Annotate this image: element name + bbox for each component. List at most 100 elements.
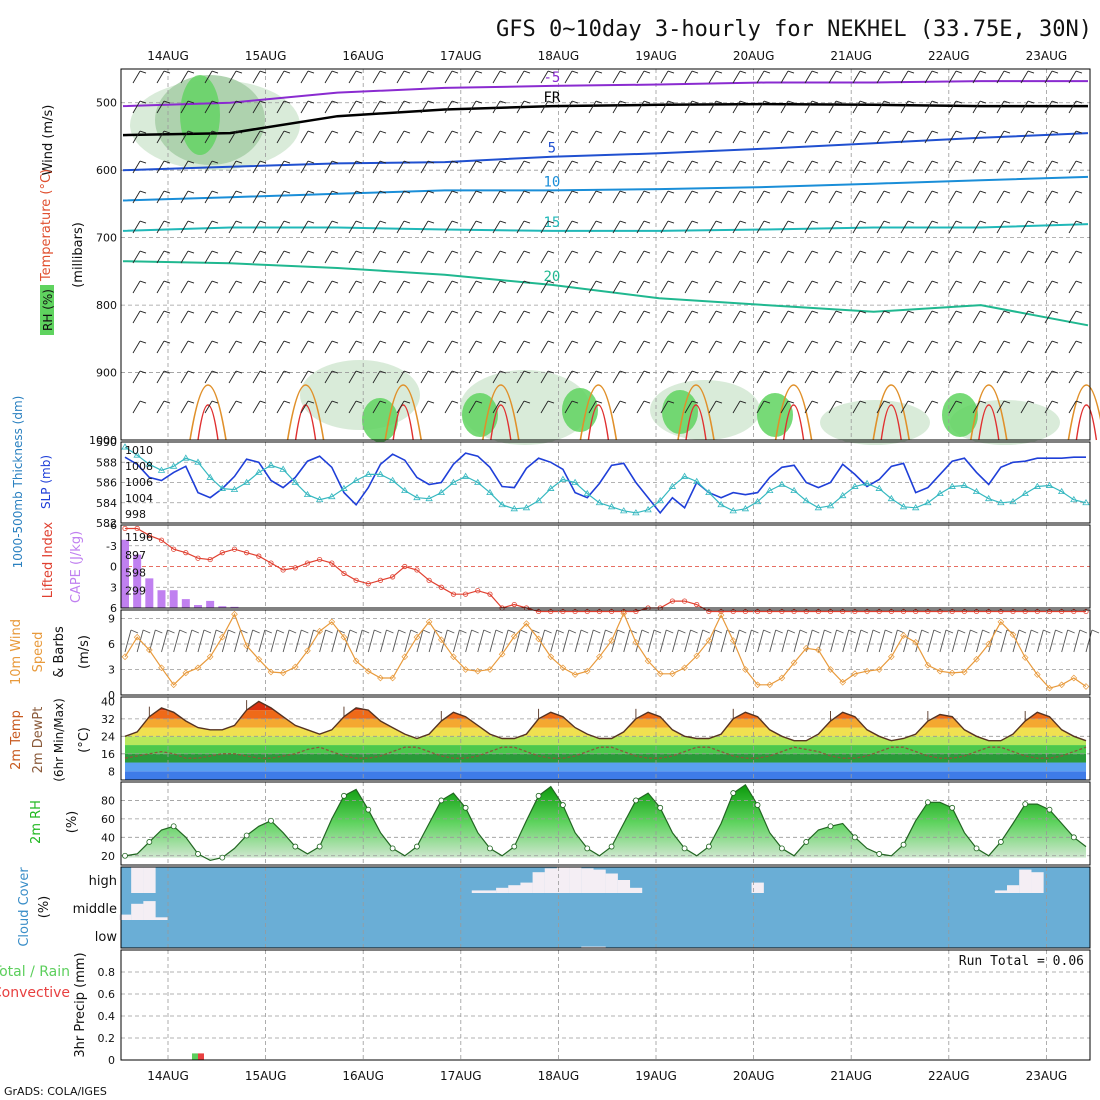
wind-barb [547,310,555,314]
wind-speed-marker [170,681,177,689]
top-day-label: 23AUG [1026,49,1068,63]
wind-barb [163,250,171,254]
wind-speed-marker [827,666,834,673]
wind-barb [787,130,795,134]
wind10m-frame [120,609,1091,696]
wind-barb [612,340,621,354]
wind-barb-10m [702,629,710,634]
wind-barb [372,100,381,114]
cloud-y-tick: low [95,930,118,945]
thickness-marker [790,486,798,493]
wind-barb [1020,70,1029,84]
wind-barb [1003,370,1011,374]
wind-barb-10m [294,629,302,653]
wind-barb [163,160,171,164]
wind-barb-10m [355,629,363,653]
top-day-label: 14AUG [147,49,189,63]
wind-barb [252,400,261,414]
wind-barb [276,250,285,264]
wind-barb [1003,280,1011,284]
wind-barb [475,250,483,254]
wind-speed-marker [158,664,165,672]
wind-barb [1027,160,1035,164]
wind-barb [715,280,723,284]
wind-barb [451,310,459,314]
thickness-marker [303,490,312,498]
wind-barb-10m [410,629,418,634]
wind-barb [835,370,843,374]
rh-marker [560,802,566,808]
wind-barb [468,160,477,174]
wind-barb [283,190,291,194]
wind-barb [763,400,771,404]
wind-barb-10m [824,629,832,634]
temperature-band [125,753,1086,763]
wind-barb [468,310,477,324]
wind-barb [523,400,531,404]
wind-speed-marker [583,667,591,675]
thickness-marker [851,482,859,489]
slp-y-label: SLP (mb) [39,455,53,509]
wind-speed-marker [961,668,968,676]
wind-barb [900,220,909,234]
wind-barb [588,220,597,234]
wind-barb-10m [781,629,789,653]
wind-barb [955,70,963,74]
temperature-contour [189,384,227,441]
wind10m-y-label-1: 10m Wind [9,619,24,685]
isotherm-label: 15 [543,215,560,231]
wind-barb [804,130,813,144]
rh-shading-area [757,393,793,437]
wind-barb [180,190,189,204]
wind-barb [619,100,627,104]
wind-barb-10m [915,629,923,653]
wind-barb-10m [817,629,825,653]
bottom-day-label: 21AUG [830,1069,872,1083]
wind-barb [691,130,699,134]
cloud-y-label-1: Cloud Cover [17,867,32,947]
wind-barb [444,70,453,84]
wind-barb [307,70,315,74]
wind-barb [252,340,261,354]
wind-barb-10m [751,629,759,634]
wind-barb [739,70,747,74]
thickness-marker [717,500,725,508]
wind-barb-10m [580,629,589,634]
wind-barb [259,160,267,164]
wind-barb [187,190,195,194]
wind-barb [715,340,723,344]
wind-barb [684,370,693,384]
isotherm-label: 5 [548,141,556,157]
isotherm-line [122,223,1089,232]
top-day-label: 16AUG [342,49,384,63]
wind-barb [564,70,573,84]
wind-barb [835,100,843,104]
wind-barb [259,310,267,314]
wind-barb [204,310,213,324]
precip-frame [120,949,1091,1061]
wind-barb-10m [963,629,971,653]
wind-barb [403,190,411,194]
thickness-marker [571,478,579,485]
wind-barb [571,310,579,314]
wind-barb [420,340,429,354]
wind-barb [252,280,261,294]
wind-speed-marker [413,633,421,641]
wind-barb [324,220,333,234]
wind-barb [660,280,669,294]
wind-barb [300,310,309,324]
wind-barb [331,70,339,74]
cape-bar [218,606,227,608]
wind-barb [732,280,741,294]
wind-barb-10m [1067,629,1075,634]
wind-barb-10m [392,629,400,653]
slp-y-tick: 1004 [125,492,153,505]
wind-barb [684,160,693,174]
wind-barb [324,340,333,354]
wind-barb [787,190,795,194]
wind-barb [283,340,291,344]
wind-barb-10m [714,629,723,634]
wind-barb [804,220,813,234]
top-day-label: 19AUG [635,49,677,63]
wind-barb [324,100,333,114]
